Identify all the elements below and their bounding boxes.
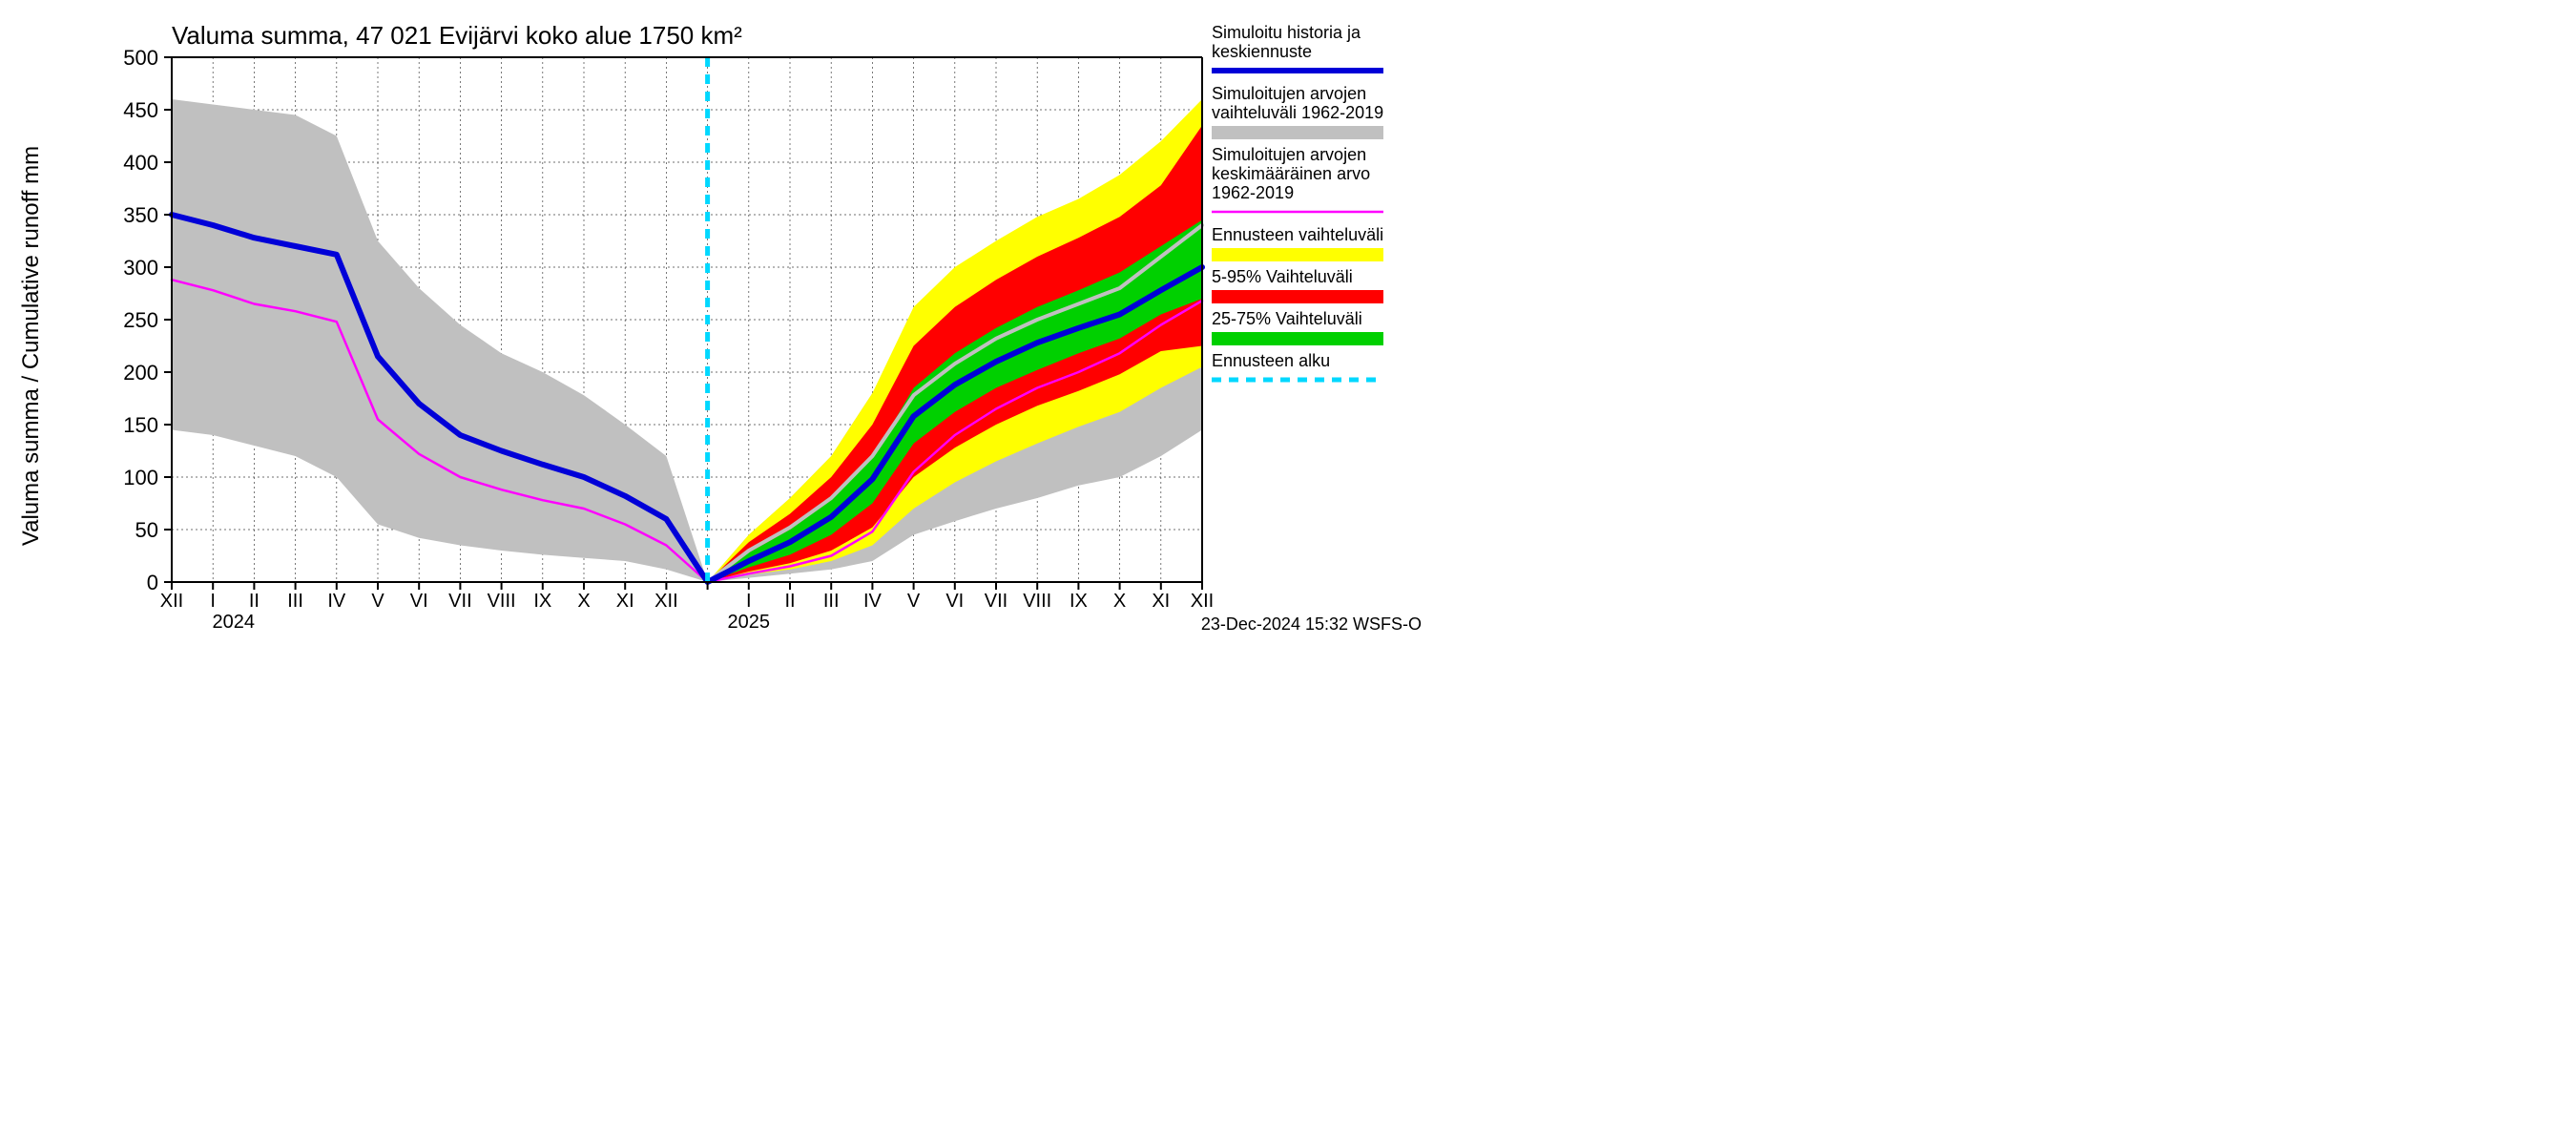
- x-tick-label: XI: [616, 591, 634, 612]
- legend-swatch: [1212, 248, 1383, 261]
- y-tick-label: 150: [123, 413, 158, 437]
- x-year-label: 2025: [728, 612, 771, 633]
- legend-label: Ennusteen alku: [1212, 351, 1330, 370]
- y-tick-label: 50: [135, 518, 158, 542]
- x-tick-label: I: [210, 591, 216, 612]
- x-tick-label: X: [1113, 591, 1126, 612]
- legend-label: Simuloitujen arvojen: [1212, 84, 1366, 103]
- x-tick-label: XI: [1152, 591, 1170, 612]
- legend: Simuloitu historia jakeskiennuste Simuloi…: [1212, 23, 1383, 380]
- legend-label: keskiennuste: [1212, 42, 1312, 61]
- x-tick-label: III: [823, 591, 840, 612]
- y-tick-label: 200: [123, 361, 158, 385]
- x-tick-label: V: [371, 591, 384, 612]
- y-axis-label: Valuma summa / Cumulative runoff mm: [18, 146, 44, 546]
- legend-label: Simuloitu historia ja: [1212, 23, 1361, 42]
- legend-label: keskimääräinen arvo: [1212, 164, 1370, 183]
- x-tick-label: IV: [327, 591, 346, 612]
- x-tick-label: II: [249, 591, 260, 612]
- legend-swatch: [1212, 290, 1383, 303]
- x-tick-label: III: [287, 591, 303, 612]
- x-tick-label: XII: [654, 591, 677, 612]
- y-tick-label: 350: [123, 203, 158, 227]
- y-tick-label: 400: [123, 151, 158, 175]
- legend-swatch: [1212, 332, 1383, 345]
- legend-label: vaihteluväli 1962-2019: [1212, 103, 1383, 122]
- y-tick-label: 450: [123, 98, 158, 122]
- x-tick-label: VI: [410, 591, 428, 612]
- chart-svg: 050100150200250300350400450500XIIIIIIIII…: [0, 0, 1431, 636]
- y-tick-label: 300: [123, 256, 158, 280]
- legend-swatch: [1212, 126, 1383, 139]
- y-tick-label: 250: [123, 308, 158, 332]
- x-tick-label: IV: [863, 591, 883, 612]
- legend-label: 1962-2019: [1212, 183, 1294, 202]
- x-tick-label: I: [746, 591, 752, 612]
- x-tick-label: XII: [1191, 591, 1214, 612]
- legend-label: 25-75% Vaihteluväli: [1212, 309, 1362, 328]
- x-tick-label: X: [577, 591, 590, 612]
- x-tick-label: IX: [533, 591, 551, 612]
- legend-label: Ennusteen vaihteluväli: [1212, 225, 1383, 244]
- x-tick-label: IX: [1070, 591, 1088, 612]
- x-tick-label: VI: [945, 591, 964, 612]
- chart-footer: 23-Dec-2024 15:32 WSFS-O: [1201, 614, 1422, 634]
- legend-label: 5-95% Vaihteluväli: [1212, 267, 1353, 286]
- x-tick-label: XII: [160, 591, 183, 612]
- x-year-label: 2024: [213, 612, 256, 633]
- x-tick-label: VII: [448, 591, 471, 612]
- y-tick-label: 500: [123, 46, 158, 70]
- x-tick-label: V: [907, 591, 921, 612]
- x-tick-label: II: [784, 591, 795, 612]
- runoff-chart: 050100150200250300350400450500XIIIIIIIII…: [0, 0, 1431, 636]
- legend-label: Simuloitujen arvojen: [1212, 145, 1366, 164]
- y-tick-label: 0: [147, 571, 158, 594]
- x-tick-label: VIII: [488, 591, 516, 612]
- chart-title: Valuma summa, 47 021 Evijärvi koko alue …: [172, 21, 742, 50]
- x-tick-label: VII: [985, 591, 1008, 612]
- y-tick-label: 100: [123, 466, 158, 489]
- x-tick-label: VIII: [1023, 591, 1051, 612]
